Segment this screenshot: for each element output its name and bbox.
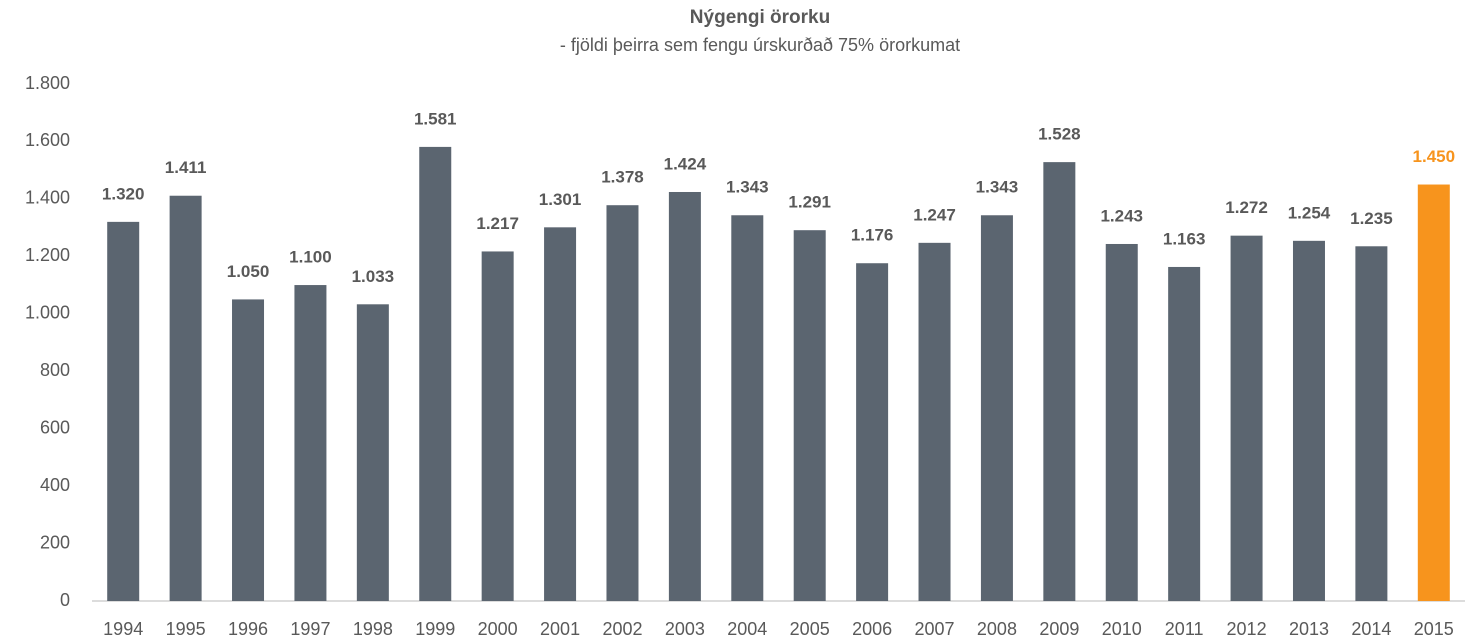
y-tick-label: 1.400 — [25, 188, 70, 208]
x-tick-label: 2003 — [665, 619, 705, 639]
x-tick-label: 2007 — [914, 619, 954, 639]
y-tick-label: 0 — [60, 590, 70, 610]
data-label: 1.320 — [102, 184, 145, 203]
x-tick-label: 2010 — [1102, 619, 1142, 639]
data-label: 1.301 — [539, 190, 582, 209]
data-label: 1.272 — [1225, 198, 1268, 217]
bar — [107, 221, 140, 601]
x-tick-label: 2006 — [852, 619, 892, 639]
data-label: 1.176 — [851, 226, 894, 245]
x-tick-label: 2004 — [727, 619, 767, 639]
y-tick-label: 1.200 — [25, 245, 70, 265]
x-tick-label: 1994 — [103, 619, 143, 639]
y-tick-label: 1.800 — [25, 73, 70, 93]
x-tick-label: 2014 — [1351, 619, 1391, 639]
y-tick-label: 600 — [40, 417, 70, 437]
chart-title: Nýgengi örorku — [690, 7, 830, 28]
bar — [980, 215, 1013, 601]
y-tick-label: 1.600 — [25, 130, 70, 150]
data-label: 1.424 — [664, 154, 707, 173]
bar — [1168, 266, 1201, 601]
x-tick-label: 1995 — [166, 619, 206, 639]
bar — [668, 191, 701, 602]
x-tick-label: 1999 — [415, 619, 455, 639]
x-tick-label: 2009 — [1039, 619, 1079, 639]
bar — [606, 205, 639, 602]
data-label: 1.050 — [227, 262, 270, 281]
bar — [419, 146, 452, 601]
x-tick-label: 2012 — [1227, 619, 1267, 639]
data-label: 1.411 — [165, 158, 207, 177]
bar — [294, 285, 327, 601]
data-label: 1.291 — [788, 193, 831, 212]
x-tick-label: 2011 — [1165, 619, 1204, 639]
data-label: 1.343 — [726, 178, 769, 197]
y-tick-label: 1.000 — [25, 303, 70, 323]
bar — [232, 299, 265, 601]
data-label: 1.163 — [1163, 229, 1206, 248]
bar — [544, 227, 577, 601]
bar — [793, 230, 826, 601]
bar — [1417, 184, 1450, 601]
data-label: 1.343 — [976, 178, 1019, 197]
x-tick-label: 2000 — [478, 619, 518, 639]
x-tick-label: 2015 — [1414, 619, 1454, 639]
data-label: 1.378 — [601, 168, 644, 187]
x-tick-label: 1996 — [228, 619, 268, 639]
bar — [856, 263, 889, 601]
data-label: 1.217 — [476, 214, 519, 233]
bar — [1292, 240, 1325, 601]
bar — [481, 251, 514, 601]
y-tick-label: 800 — [40, 360, 70, 380]
y-tick-label: 200 — [40, 532, 70, 552]
x-tick-label: 2002 — [602, 619, 642, 639]
bar — [356, 304, 389, 601]
x-tick-label: 2005 — [790, 619, 830, 639]
x-tick-label: 2001 — [540, 619, 580, 639]
x-tick-label: 2013 — [1289, 619, 1329, 639]
data-label: 1.100 — [289, 248, 332, 267]
data-label: 1.247 — [913, 205, 956, 224]
bar — [1043, 162, 1076, 601]
data-label: 1.235 — [1350, 209, 1393, 228]
data-label: 1.528 — [1038, 125, 1081, 144]
bar — [918, 242, 951, 601]
bar — [1355, 246, 1388, 601]
data-label: 1.254 — [1288, 203, 1331, 222]
data-label: 1.033 — [352, 267, 395, 286]
x-tick-label: 1997 — [290, 619, 330, 639]
chart-subtitle: - fjöldi þeirra sem fengu úrskurðað 75% … — [560, 35, 960, 55]
bar — [1230, 235, 1263, 602]
data-label: 1.450 — [1413, 147, 1456, 166]
y-tick-label: 400 — [40, 475, 70, 495]
x-tick-label: 1998 — [353, 619, 393, 639]
bar — [1105, 243, 1138, 601]
bar — [169, 195, 202, 602]
bar — [731, 215, 764, 601]
data-label: 1.581 — [414, 109, 457, 128]
x-tick-label: 2008 — [977, 619, 1017, 639]
data-label: 1.243 — [1100, 206, 1143, 225]
